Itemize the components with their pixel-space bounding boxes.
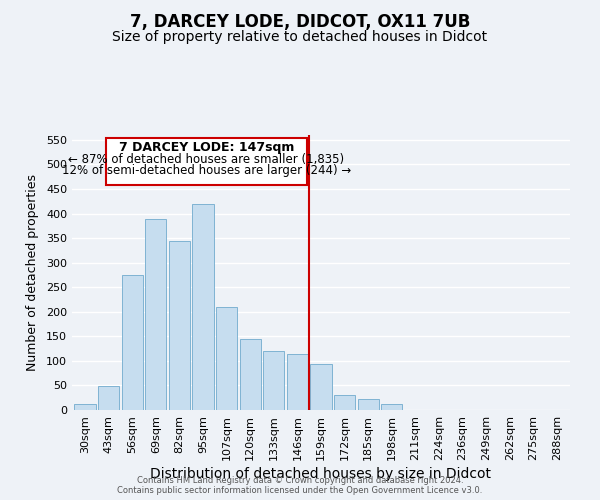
- Text: ← 87% of detached houses are smaller (1,835): ← 87% of detached houses are smaller (1,…: [68, 152, 344, 166]
- Bar: [263, 351, 284, 410]
- Bar: [193, 204, 214, 410]
- Bar: [145, 220, 166, 410]
- Bar: [310, 364, 332, 410]
- Text: Contains HM Land Registry data © Crown copyright and database right 2024.: Contains HM Land Registry data © Crown c…: [137, 476, 463, 485]
- Text: 7 DARCEY LODE: 147sqm: 7 DARCEY LODE: 147sqm: [119, 141, 294, 154]
- Bar: [98, 386, 119, 410]
- Y-axis label: Number of detached properties: Number of detached properties: [26, 174, 39, 371]
- Bar: [358, 399, 379, 410]
- X-axis label: Distribution of detached houses by size in Didcot: Distribution of detached houses by size …: [151, 467, 491, 481]
- Bar: [287, 354, 308, 410]
- Bar: [74, 404, 95, 410]
- Bar: [106, 138, 307, 185]
- Bar: [169, 240, 190, 410]
- Text: 7, DARCEY LODE, DIDCOT, OX11 7UB: 7, DARCEY LODE, DIDCOT, OX11 7UB: [130, 12, 470, 30]
- Bar: [122, 275, 143, 410]
- Bar: [334, 396, 355, 410]
- Text: 12% of semi-detached houses are larger (244) →: 12% of semi-detached houses are larger (…: [62, 164, 351, 177]
- Text: Contains public sector information licensed under the Open Government Licence v3: Contains public sector information licen…: [118, 486, 482, 495]
- Bar: [239, 339, 261, 410]
- Bar: [216, 307, 237, 410]
- Text: Size of property relative to detached houses in Didcot: Size of property relative to detached ho…: [112, 30, 488, 44]
- Bar: [381, 404, 403, 410]
